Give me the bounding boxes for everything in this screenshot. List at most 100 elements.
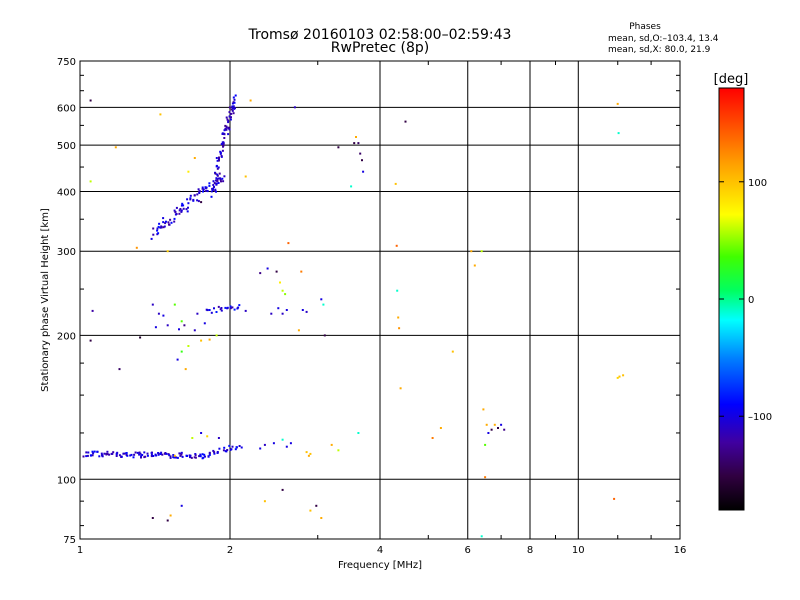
x-tick-label: 2 [227, 545, 233, 556]
data-point [277, 307, 280, 310]
data-point [214, 172, 217, 175]
data-point [179, 454, 182, 457]
data-point [216, 159, 219, 162]
phases-title: Phases [629, 22, 661, 32]
data-point [141, 454, 144, 456]
phases-x-stats: mean, sd,X: 80.0, 21.9 [608, 45, 711, 55]
data-point [218, 159, 220, 162]
data-point [263, 500, 266, 503]
data-point [503, 428, 506, 431]
data-point [125, 452, 128, 455]
data-point [178, 209, 181, 212]
data-point [222, 180, 225, 183]
x-axis-title: Frequency [MHz] [338, 560, 422, 571]
data-point [238, 304, 241, 307]
data-point [101, 454, 104, 457]
data-point [225, 125, 228, 128]
colorbar-tick-label: 100 [748, 178, 767, 189]
data-point [309, 509, 312, 512]
data-point [439, 427, 442, 429]
data-point [173, 456, 176, 459]
data-point [451, 350, 454, 353]
data-point [186, 210, 189, 213]
data-point [138, 453, 141, 456]
data-point [89, 180, 92, 183]
data-point [213, 451, 216, 454]
data-point [210, 195, 213, 198]
data-point [202, 456, 205, 459]
data-point [234, 107, 236, 110]
data-point [166, 519, 169, 522]
data-point [197, 188, 200, 191]
data-point [166, 250, 169, 253]
data-point [205, 186, 208, 189]
data-point [216, 179, 219, 182]
data-point [217, 437, 220, 439]
data-point [213, 452, 216, 455]
data-point [226, 449, 229, 451]
data-point [91, 454, 94, 457]
data-point [91, 309, 94, 312]
data-point [164, 222, 167, 225]
data-point [249, 99, 252, 102]
data-point [180, 209, 183, 212]
data-point [284, 293, 287, 296]
data-point [106, 450, 109, 453]
colorbar-tick-label: –100 [748, 412, 772, 423]
data-point [228, 115, 231, 118]
data-point [233, 308, 236, 311]
grid-lines [80, 61, 680, 539]
data-point [231, 306, 234, 309]
data-point [146, 452, 149, 455]
data-point [114, 146, 117, 149]
data-point [216, 167, 219, 170]
data-point [200, 432, 203, 434]
data-point [163, 225, 166, 228]
data-point [168, 454, 171, 457]
data-point [183, 324, 186, 327]
data-point [307, 454, 310, 457]
x-axis-ticks: 1 2 4 6 8 10 16 [77, 61, 686, 556]
data-point [155, 454, 158, 457]
data-point [179, 208, 182, 210]
data-point [309, 452, 312, 455]
data-point [157, 453, 160, 456]
data-point [222, 145, 224, 148]
data-point [134, 451, 137, 454]
data-point [223, 137, 226, 139]
data-point [169, 456, 172, 459]
data-point [180, 451, 183, 454]
data-point [162, 221, 165, 224]
data-point [226, 118, 229, 121]
data-point [227, 126, 230, 129]
data-point [337, 146, 340, 149]
data-point [178, 328, 180, 331]
data-point [220, 155, 223, 157]
data-point [490, 428, 493, 431]
data-point [229, 305, 232, 308]
data-point [143, 451, 146, 454]
data-point [244, 175, 247, 178]
data-point [150, 455, 153, 458]
data-point [212, 449, 215, 452]
data-point [132, 456, 135, 459]
data-point [166, 324, 169, 327]
data-point [140, 455, 143, 458]
data-point [92, 452, 95, 455]
data-point [616, 102, 619, 105]
data-point [190, 456, 193, 459]
data-point [152, 233, 155, 236]
data-point [199, 453, 202, 456]
data-point [105, 453, 108, 456]
data-point [212, 184, 215, 186]
data-point [189, 194, 192, 197]
data-point [150, 451, 153, 454]
data-point [229, 118, 232, 121]
data-point [301, 309, 304, 311]
data-point [126, 454, 129, 457]
data-point [165, 220, 167, 223]
data-point [210, 311, 213, 314]
data-point [169, 218, 172, 221]
data-point [93, 450, 96, 453]
data-point [285, 309, 288, 311]
